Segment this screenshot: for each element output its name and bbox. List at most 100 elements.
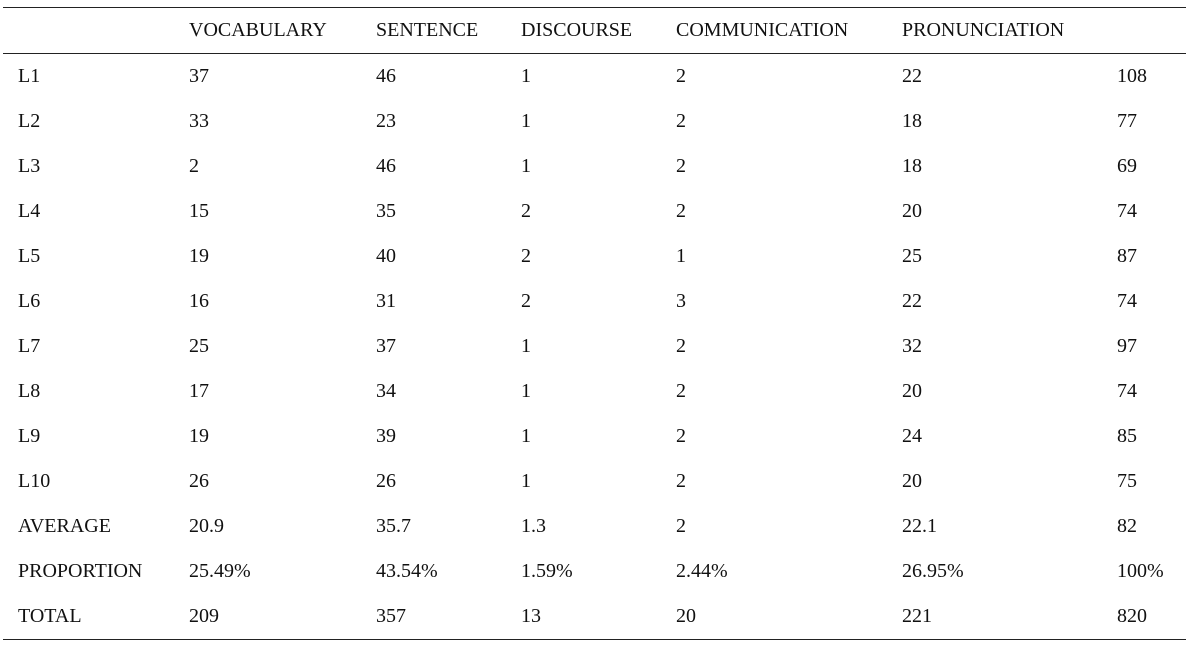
table-cell-vocabulary: 17 (189, 380, 209, 402)
header-cell-discourse: DISCOURSE (521, 19, 633, 41)
table-row: L8 17 34 1 2 20 74 (3, 369, 1186, 414)
table-cell-discourse: 2 (521, 200, 531, 222)
table-cell-vocabulary: 15 (189, 200, 209, 222)
table-cell-sentence: 35.7 (376, 515, 411, 537)
table-cell-communication: 2 (676, 200, 686, 222)
table-cell-sentence: 26 (376, 470, 396, 492)
table-cell-row-label: L8 (18, 380, 41, 402)
table-cell-vocabulary: 209 (189, 605, 219, 627)
table-cell-row-label: L6 (18, 290, 41, 312)
table-cell-sentence: 34 (376, 380, 396, 402)
table-cell-communication: 2 (676, 155, 686, 177)
table-cell-row-label: L4 (18, 200, 41, 222)
table-row: L3 2 46 1 2 18 69 (3, 144, 1186, 189)
table-cell-sentence: 37 (376, 335, 396, 357)
table-row: L4 15 35 2 2 20 74 (3, 189, 1186, 234)
table-cell-row-total: 74 (1117, 200, 1137, 222)
table-cell-communication: 2 (676, 65, 686, 87)
table-cell-communication: 2 (676, 335, 686, 357)
table-cell-discourse: 1 (521, 110, 531, 132)
table-cell-communication: 2.44% (676, 560, 728, 582)
table-header: VOCABULARY SENTENCE DISCOURSE COMMUNICAT… (3, 7, 1186, 54)
table-cell-row-total: 75 (1117, 470, 1137, 492)
table-cell-discourse: 1.59% (521, 560, 573, 582)
table-cell-pronunciation: 20 (902, 200, 922, 222)
table-cell-communication: 2 (676, 470, 686, 492)
table-cell-row-total: 820 (1117, 605, 1147, 627)
table-row: L1 37 46 1 2 22 108 (3, 54, 1186, 100)
table-cell-vocabulary: 2 (189, 155, 199, 177)
table-cell-communication: 2 (676, 380, 686, 402)
table-cell-row-label: L3 (18, 155, 41, 177)
table-cell-row-total: 74 (1117, 290, 1137, 312)
table-cell-sentence: 23 (376, 110, 396, 132)
table-cell-sentence: 46 (376, 65, 396, 87)
table-cell-vocabulary: 16 (189, 290, 209, 312)
table-cell-sentence: 39 (376, 425, 396, 447)
table-cell-row-total: 69 (1117, 155, 1137, 177)
table-cell-row-label: PROPORTION (18, 560, 143, 582)
table-cell-row-total: 108 (1117, 65, 1147, 87)
table-cell-communication: 2 (676, 110, 686, 132)
table-cell-pronunciation: 18 (902, 155, 922, 177)
table-cell-discourse: 1 (521, 470, 531, 492)
table-cell-row-label: AVERAGE (18, 515, 111, 537)
table-cell-sentence: 46 (376, 155, 396, 177)
table-cell-pronunciation: 221 (902, 605, 932, 627)
table-cell-row-label: L5 (18, 245, 41, 267)
header-row: VOCABULARY SENTENCE DISCOURSE COMMUNICAT… (3, 7, 1186, 54)
table-cell-pronunciation: 18 (902, 110, 922, 132)
table-row: TOTAL 209 357 13 20 221 820 (3, 594, 1186, 640)
table-cell-row-label: L1 (18, 65, 41, 87)
table-cell-discourse: 1 (521, 335, 531, 357)
header-cell-sentence: SENTENCE (376, 19, 479, 41)
header-cell (3, 8, 174, 54)
table-cell-vocabulary: 19 (189, 425, 209, 447)
table-cell-discourse: 1 (521, 155, 531, 177)
data-table-container: VOCABULARY SENTENCE DISCOURSE COMMUNICAT… (3, 7, 1186, 640)
table-body: L1 37 46 1 2 22 108 L2 33 23 1 2 18 77 L3 2 46 1 2 18 69 L4 15… (3, 54, 1186, 640)
header-cell-communication: COMMUNICATION (676, 19, 849, 41)
table-row: L10 26 26 1 2 20 75 (3, 459, 1186, 504)
table-cell-sentence: 357 (376, 605, 406, 627)
table-cell-discourse: 1.3 (521, 515, 546, 537)
table-cell-communication: 2 (676, 515, 686, 537)
table-cell-pronunciation: 22.1 (902, 515, 937, 537)
table-row: L9 19 39 1 2 24 85 (3, 414, 1186, 459)
table-cell-discourse: 1 (521, 380, 531, 402)
table-cell-pronunciation: 24 (902, 425, 922, 447)
table-cell-discourse: 2 (521, 245, 531, 267)
table-row: L5 19 40 2 1 25 87 (3, 234, 1186, 279)
table-cell-discourse: 1 (521, 65, 531, 87)
table-cell-row-total: 87 (1117, 245, 1137, 267)
table-cell-pronunciation: 22 (902, 290, 922, 312)
table-cell-sentence: 31 (376, 290, 396, 312)
table-row: L2 33 23 1 2 18 77 (3, 99, 1186, 144)
table-row: AVERAGE 20.9 35.7 1.3 2 22.1 82 (3, 504, 1186, 549)
header-cell-pronunciation: PRONUNCIATION (902, 19, 1065, 41)
table-cell-row-label: TOTAL (18, 605, 82, 627)
table-cell-row-total: 100% (1117, 560, 1164, 582)
data-table: VOCABULARY SENTENCE DISCOURSE COMMUNICAT… (3, 7, 1186, 640)
table-cell-pronunciation: 32 (902, 335, 922, 357)
table-cell-discourse: 1 (521, 425, 531, 447)
table-cell-vocabulary: 19 (189, 245, 209, 267)
table-cell-communication: 20 (676, 605, 696, 627)
table-cell-pronunciation: 22 (902, 65, 922, 87)
table-cell-pronunciation: 20 (902, 380, 922, 402)
table-row: PROPORTION 25.49% 43.54% 1.59% 2.44% 26.95% 10… (3, 549, 1186, 594)
table-cell-vocabulary: 33 (189, 110, 209, 132)
table-cell-row-label: L7 (18, 335, 41, 357)
table-cell-row-total: 74 (1117, 380, 1137, 402)
header-cell-total (1102, 8, 1186, 54)
table-cell-sentence: 40 (376, 245, 396, 267)
table-cell-sentence: 35 (376, 200, 396, 222)
table-cell-vocabulary: 20.9 (189, 515, 224, 537)
table-cell-row-total: 77 (1117, 110, 1137, 132)
table-cell-pronunciation: 20 (902, 470, 922, 492)
table-cell-row-total: 85 (1117, 425, 1137, 447)
header-cell-vocabulary: VOCABULARY (189, 19, 327, 41)
table-cell-row-label: L10 (18, 470, 51, 492)
table-cell-pronunciation: 25 (902, 245, 922, 267)
table-cell-pronunciation: 26.95% (902, 560, 964, 582)
